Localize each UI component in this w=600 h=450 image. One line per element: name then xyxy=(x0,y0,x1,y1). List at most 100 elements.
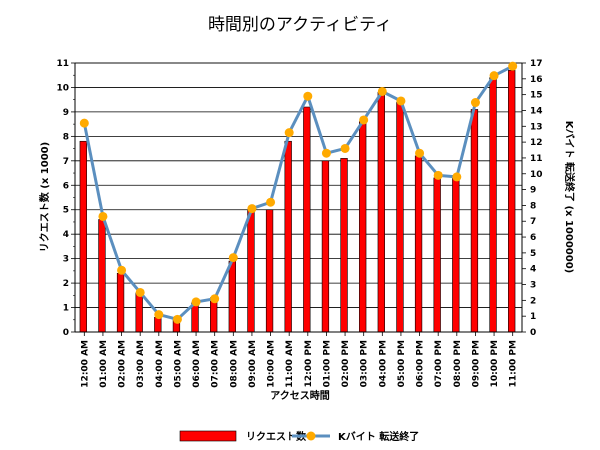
bar xyxy=(228,260,236,333)
x-tick-label: 01:00 PM xyxy=(322,340,332,387)
kbytes-point xyxy=(210,294,220,304)
x-tick-label: 08:00 AM xyxy=(229,340,239,388)
kbytes-point xyxy=(191,297,201,307)
bar xyxy=(470,109,479,333)
y-tick-label: 5 xyxy=(63,206,69,216)
y2-tick-label: 10 xyxy=(530,170,543,180)
y2-tick-label: 11 xyxy=(530,154,543,164)
bar xyxy=(247,209,255,333)
kbytes-point xyxy=(284,128,294,138)
bar xyxy=(79,140,87,333)
kbytes-point xyxy=(172,314,182,324)
bar xyxy=(396,101,404,333)
bar xyxy=(452,175,460,333)
bar xyxy=(265,209,274,333)
legend-label-requests: リクエスト数 xyxy=(246,430,307,443)
kbytes-point xyxy=(396,96,406,106)
y2-tick-label: 13 xyxy=(530,122,543,132)
kbytes-point xyxy=(247,204,257,214)
kbytes-point xyxy=(321,148,331,158)
y-tick-label: 3 xyxy=(63,255,69,265)
y2-tick-label: 6 xyxy=(530,233,536,243)
y2-tick-label: 4 xyxy=(530,265,536,275)
bar xyxy=(359,121,367,333)
x-tick-label: 09:00 PM xyxy=(471,340,481,387)
y2-axis-title: Kバイト 転送終了 (x 1000000) xyxy=(563,121,576,274)
kbytes-point xyxy=(228,253,238,263)
x-tick-label: 07:00 PM xyxy=(434,340,444,387)
y-tick-label: 2 xyxy=(63,279,69,289)
kbytes-point xyxy=(135,287,145,297)
y-tick-label: 1 xyxy=(63,304,69,314)
kbytes-point xyxy=(433,170,443,180)
x-tick-label: 12:00 PM xyxy=(304,340,314,387)
bar xyxy=(489,77,497,333)
kbytes-point xyxy=(154,310,164,320)
y2-tick-label: 8 xyxy=(530,201,536,211)
x-tick-label: 02:00 PM xyxy=(341,340,351,387)
x-tick-label: 07:00 AM xyxy=(211,340,221,388)
y2-tick-label: 7 xyxy=(530,217,536,227)
y-tick-label: 10 xyxy=(56,83,69,93)
y-tick-label: 9 xyxy=(63,108,69,118)
kbytes-point xyxy=(508,61,518,71)
y2-tick-label: 1 xyxy=(530,312,536,322)
y-tick-label: 11 xyxy=(56,59,69,69)
kbytes-line xyxy=(82,64,514,321)
bar xyxy=(377,92,385,333)
x-tick-label: 02:00 AM xyxy=(118,340,128,388)
legend: リクエスト数 Kバイト 転送終了 xyxy=(179,430,419,443)
y2-tick-label: 3 xyxy=(530,281,536,291)
chart-title: 時間別のアクティビティ xyxy=(208,15,392,35)
y-tick-label: 8 xyxy=(63,132,69,142)
kbytes-point xyxy=(98,211,108,221)
x-tick-label: 12:00 AM xyxy=(80,340,90,388)
x-tick-label: 04:00 AM xyxy=(155,340,165,388)
kbytes-point xyxy=(359,115,369,125)
y2-tick-label: 12 xyxy=(530,138,543,148)
x-tick-label: 06:00 AM xyxy=(192,340,202,388)
legend-marker-kbytes xyxy=(306,431,316,441)
bar xyxy=(340,158,348,333)
bar xyxy=(116,273,125,333)
bar xyxy=(321,160,330,333)
bar xyxy=(508,70,516,333)
y2-tick-label: 2 xyxy=(530,296,536,306)
y-tick-label: 7 xyxy=(63,157,69,167)
x-tick-label: 03:00 AM xyxy=(136,340,146,388)
kbytes-point xyxy=(452,172,462,182)
y-tick-label: 0 xyxy=(63,328,69,338)
legend-swatch-requests xyxy=(179,430,237,442)
y-tick-label: 6 xyxy=(63,181,69,191)
bar xyxy=(98,219,106,333)
kbytes-point xyxy=(470,98,480,108)
kbytes-point xyxy=(377,86,387,96)
y2-tick-label: 14 xyxy=(530,106,543,116)
x-tick-label: 03:00 PM xyxy=(360,340,370,387)
x-tick-label: 01:00 AM xyxy=(99,340,109,388)
y2-tick-label: 15 xyxy=(530,91,543,101)
kbytes-point xyxy=(489,71,499,81)
x-tick-label: 09:00 AM xyxy=(248,340,258,388)
x-tick-label: 06:00 PM xyxy=(416,340,426,387)
kbytes-point xyxy=(303,91,313,101)
x-tick-label: 05:00 PM xyxy=(397,340,407,387)
kbytes-point xyxy=(79,118,89,128)
legend-label-kbytes: Kバイト 転送終了 xyxy=(338,430,419,443)
x-axis-title: アクセス時間 xyxy=(270,389,330,402)
x-tick-label: 04:00 PM xyxy=(378,340,388,387)
kbytes-point xyxy=(117,265,127,275)
y-tick-label: 4 xyxy=(63,230,69,240)
bar xyxy=(414,155,423,333)
y2-tick-label: 16 xyxy=(530,75,543,85)
bar xyxy=(154,317,162,333)
y2-tick-label: 0 xyxy=(530,328,536,338)
x-tick-label: 10:00 AM xyxy=(267,340,277,388)
bar xyxy=(303,106,311,333)
x-tick-label: 11:00 PM xyxy=(509,340,519,387)
kbytes-point xyxy=(415,148,425,158)
kbytes-point xyxy=(340,143,350,153)
y2-tick-label: 5 xyxy=(530,249,536,259)
bar xyxy=(284,140,292,333)
